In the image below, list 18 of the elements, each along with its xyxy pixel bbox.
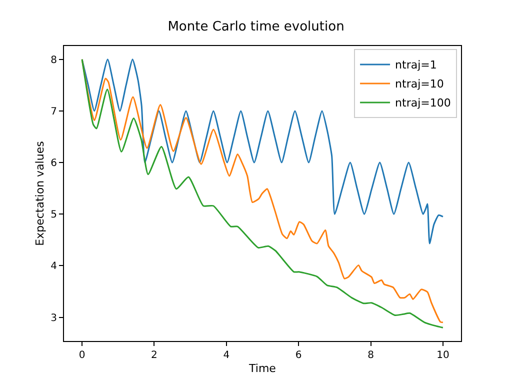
x-axis-title: Time bbox=[248, 362, 276, 376]
y-tick-label: 3 bbox=[50, 312, 57, 324]
y-tick-label: 6 bbox=[50, 158, 57, 170]
x-tick-label: 4 bbox=[223, 350, 230, 361]
y-axis-title: Expectation values bbox=[33, 140, 46, 246]
chart-title: Monte Carlo time evolution bbox=[168, 20, 344, 35]
legend-label: ntraj=1 bbox=[395, 58, 437, 72]
y-tick-label: 5 bbox=[50, 210, 57, 221]
x-tick-label: 2 bbox=[151, 350, 158, 361]
legend-label: ntraj=100 bbox=[395, 96, 451, 110]
y-tick-label: 8 bbox=[50, 54, 57, 66]
x-tick-label: 8 bbox=[368, 350, 374, 361]
x-tick-label: 0 bbox=[78, 350, 86, 361]
x-tick-label: 6 bbox=[295, 350, 302, 361]
legend-label: ntraj=10 bbox=[395, 78, 444, 91]
y-tick-label: 4 bbox=[50, 261, 57, 272]
x-tick-label: 10 bbox=[436, 350, 450, 361]
y-tick-label: 7 bbox=[50, 106, 57, 118]
